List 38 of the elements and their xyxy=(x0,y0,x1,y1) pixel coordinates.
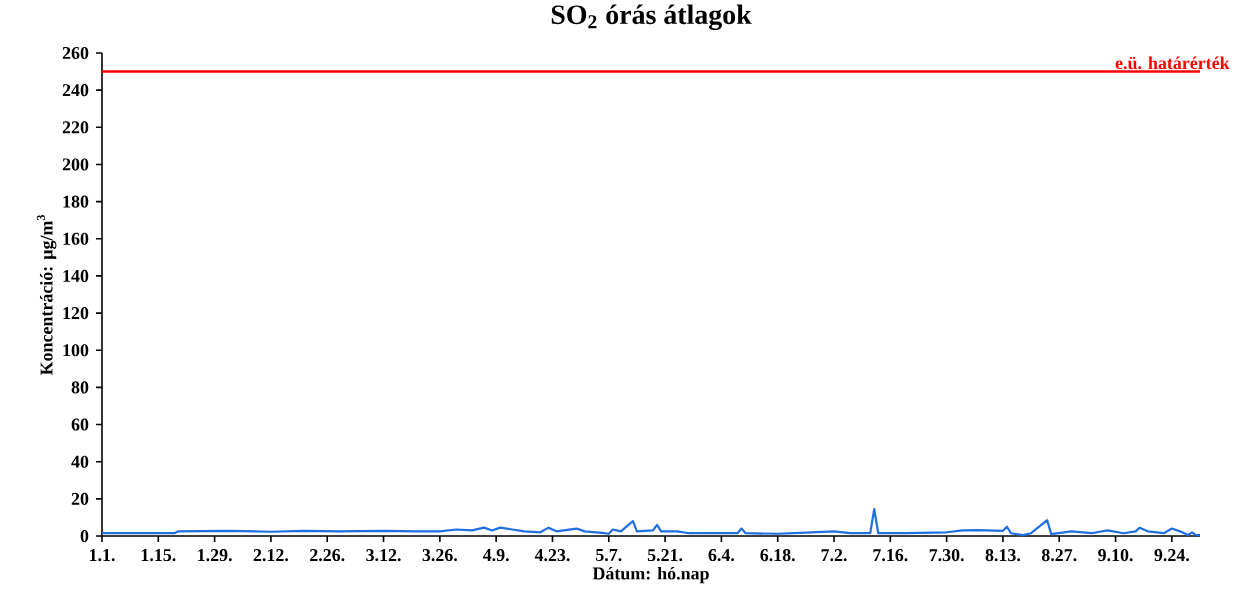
y-tick-label: 220 xyxy=(62,121,89,134)
x-tick-label: 1.1. xyxy=(89,549,115,562)
y-tick-label: 20 xyxy=(71,492,89,505)
x-tick-label: 4.9. xyxy=(482,549,509,562)
y-tick-label: 140 xyxy=(63,269,89,282)
y-tick-label: 0 xyxy=(80,529,89,543)
x-tick-label: 3.12. xyxy=(366,549,401,562)
x-tick-label: 6.4. xyxy=(708,549,735,562)
chart-title: SO$_{2}$ órás átlagok xyxy=(551,4,752,30)
ref-line-label: e.ü. határérték xyxy=(1115,56,1230,70)
x-tick-label: 5.21. xyxy=(647,549,683,562)
x-tick-label: 1.15. xyxy=(141,549,176,562)
x-tick-label: 7.2. xyxy=(821,549,847,562)
y-tick-label: 80 xyxy=(71,381,89,394)
y-tick-label: 40 xyxy=(71,455,89,468)
x-tick-label: 5.7. xyxy=(596,549,622,562)
x-tick-label: 2.26. xyxy=(310,549,345,562)
x-tick-label: 8.27. xyxy=(1041,549,1077,562)
x-tick-label: 6.18. xyxy=(760,549,795,562)
x-tick-label: 2.12. xyxy=(253,549,289,562)
x-axis-title: Dátum: hó.nap xyxy=(592,566,709,584)
x-tick-label: 4.23. xyxy=(534,549,570,562)
y-tick-label: 100 xyxy=(63,344,89,357)
y-tick-label: 260 xyxy=(62,46,89,60)
x-tick-label: 9.24. xyxy=(1154,549,1189,562)
y-tick-label: 60 xyxy=(71,418,89,431)
x-tick-label: 8.13. xyxy=(985,549,1021,562)
y-axis-title: Koncentráció: µg/m$^{3}$ xyxy=(36,215,57,376)
y-tick-label: 200 xyxy=(62,158,89,171)
x-tick-label: 9.10. xyxy=(1098,549,1133,562)
x-tick-label: 7.30. xyxy=(929,549,964,562)
y-tick-label: 160 xyxy=(63,232,89,245)
x-tick-label: 3.26. xyxy=(422,549,457,562)
x-tick-label: 7.16. xyxy=(873,549,908,562)
y-tick-label: 240 xyxy=(62,84,89,97)
y-tick-label: 120 xyxy=(63,307,89,320)
x-tick-label: 1.29. xyxy=(198,549,232,562)
y-tick-label: 180 xyxy=(63,195,89,208)
